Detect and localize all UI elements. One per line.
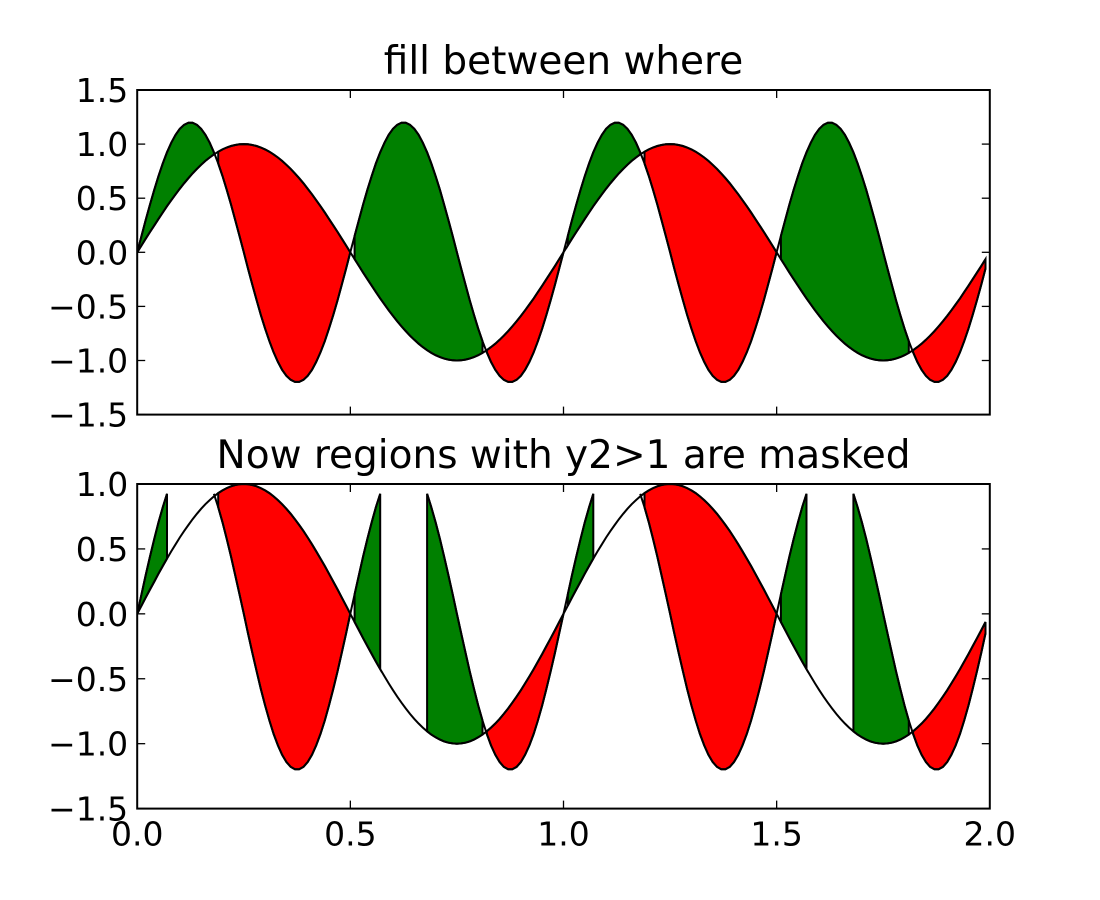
y2-line — [137, 121, 987, 383]
green-fill-region — [353, 121, 484, 362]
red-fill-region — [217, 484, 352, 771]
subplot2-title: Now regions with y2>1 are masked — [217, 433, 911, 478]
x-tick-label: 2.0 — [964, 815, 1016, 854]
y1-line — [137, 143, 987, 362]
y-tick-label: −0.5 — [48, 287, 128, 326]
green-fill-region — [426, 493, 484, 745]
subplot1-title: fill between where — [384, 39, 743, 84]
y-tick-label: −1.0 — [48, 725, 128, 764]
y-tick-label: 1.0 — [76, 125, 128, 164]
y1-line — [137, 484, 987, 745]
green-fill-region — [779, 121, 910, 362]
subplot-2: 0.0 0.5 1.0 1.5 2.0 1.0 0.5 0.0 −0.5 −1.0 −1.5 — [48, 465, 1016, 854]
y-tick-label: 1.0 — [76, 465, 128, 504]
x-tick-label: 0.5 — [324, 815, 376, 854]
red-fill-region — [643, 143, 778, 383]
x-tick-label: 1.0 — [537, 815, 589, 854]
y-tick-label: −1.5 — [48, 790, 128, 829]
y-tick-label: 0.5 — [76, 530, 128, 569]
y-tick-label: −0.5 — [48, 660, 128, 699]
red-fill-region — [643, 484, 778, 771]
subplots-group: 1.51.00.50.0−0.5−1.0−1.50.0 0.5 1.0 1.5 2.01… — [48, 71, 1016, 854]
y-tick-label: 1.5 — [76, 71, 128, 110]
y-tick-label: −1.0 — [48, 342, 128, 381]
x-tick-label: 0.0 — [111, 815, 163, 854]
y2-line — [137, 493, 987, 771]
red-fill-region — [217, 143, 352, 383]
subplot-1: 1.5 1.0 0.5 0.0 −0.5 −1.0 −1.5 — [48, 71, 991, 435]
green-fill-region — [852, 493, 910, 745]
y-tick-label: 0.0 — [76, 233, 128, 272]
x-tick-label: 1.5 — [750, 815, 802, 854]
y-tick-label: 0.0 — [76, 595, 128, 634]
y-tick-label: 0.5 — [76, 179, 128, 218]
y-tick-label: −1.5 — [48, 396, 128, 435]
green-fill-region — [566, 493, 595, 607]
